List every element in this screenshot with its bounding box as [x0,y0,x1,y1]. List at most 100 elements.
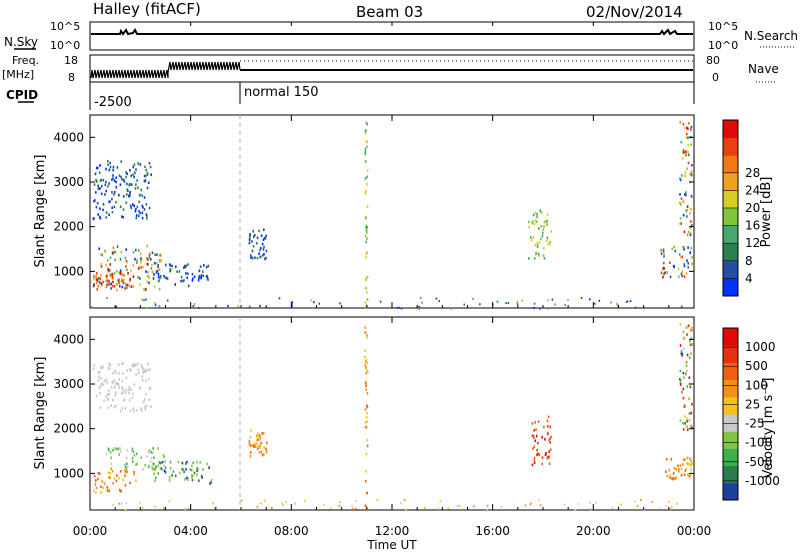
echo-cell [113,285,116,288]
echo-cell [107,267,109,271]
echo-cell [249,233,251,236]
echo-cell [141,204,144,208]
echo-cell [531,221,534,225]
echo-cell [180,275,183,279]
colorbar-segment [723,482,738,501]
echo-cell [684,174,687,178]
echo-cell [152,451,154,455]
echo-cell [533,456,536,460]
echo-cell [139,277,141,280]
echo-cell [138,283,141,286]
echo-cell [139,501,141,504]
echo-cell [365,384,367,388]
echo-cell [112,280,114,284]
echo-cell [663,261,665,265]
echo-cell [141,211,144,215]
echo-cell [688,397,690,401]
echo-cell [160,258,162,262]
echo-cell [662,249,665,253]
echo-cell [683,405,686,408]
echo-cell [260,246,262,250]
echo-cell [259,444,261,448]
echo-cell [124,286,127,290]
echo-cell [690,468,692,471]
echo-cell [107,185,109,188]
echo-cell [116,269,118,273]
echo-cell [154,262,156,265]
echo-cell [138,371,140,375]
echo-cell [682,213,685,217]
echo-cell [118,386,120,389]
echo-cell [536,212,538,216]
echo-cell [175,265,177,269]
echo-cell [125,201,128,205]
echo-cell [133,364,136,367]
echo-cell [689,172,691,176]
echo-cell [577,503,580,506]
echo-cell [192,474,194,478]
echo-cell [679,464,682,467]
echo-cell [636,505,639,508]
echo-cell [126,268,128,272]
echo-cell [148,256,151,259]
echo-cell [265,450,268,454]
echo-cell [682,200,685,203]
echo-cell [111,275,114,278]
echo-cell [541,435,543,439]
echo-cell [684,422,686,425]
nave-label: Nave [748,62,779,76]
echo-cell [149,449,151,452]
echo-cell [95,191,97,194]
echo-cell [154,302,156,304]
echo-cell [679,419,682,423]
echo-cell [250,254,252,257]
echo-cell [294,502,296,505]
echo-cell [678,468,680,471]
echo-cell [685,326,687,329]
echo-cell [99,406,102,409]
echo-cell [95,486,98,490]
echo-cell [564,304,566,306]
echo-cell [191,272,194,276]
echo-cell [479,303,481,306]
echo-cell [265,448,268,452]
date-title: 02/Nov/2014 [586,3,683,21]
echo-cell [683,473,686,477]
echo-cell [257,435,260,438]
echo-cell [136,261,138,264]
echo-cell [683,126,686,130]
echo-cell [366,175,368,179]
echo-cell [528,220,530,224]
echo-cell [548,242,551,246]
echo-cell [685,153,687,157]
echo-cell [683,246,685,249]
echo-cell [117,447,120,450]
echo-cell [108,213,110,217]
echo-cell [682,330,685,334]
echo-cell [364,331,367,334]
echo-cell [156,253,158,256]
echo-cell [122,372,124,375]
echo-cell [119,450,122,454]
echo-cell [145,174,147,178]
y-tick-label: 3000 [53,175,84,189]
echo-cell [537,441,539,445]
echo-cell [143,368,146,372]
y-tick-label: 4000 [53,130,84,144]
echo-cell [538,453,541,457]
echo-cell [686,259,688,262]
echo-cell [685,209,687,213]
echo-cell [201,476,203,479]
echo-cell [366,411,368,415]
echo-cell [689,339,691,343]
echo-cell [265,234,267,238]
echo-cell [146,173,149,176]
echo-cell [118,502,120,505]
echo-cell [127,388,130,392]
echo-cell [137,186,139,189]
echo-cell [111,178,113,181]
echo-cell [183,266,185,269]
echo-cell [107,488,110,492]
echo-cell [93,474,96,478]
power-colorbar: 4 8 12 16 20 24 28 [722,119,760,297]
